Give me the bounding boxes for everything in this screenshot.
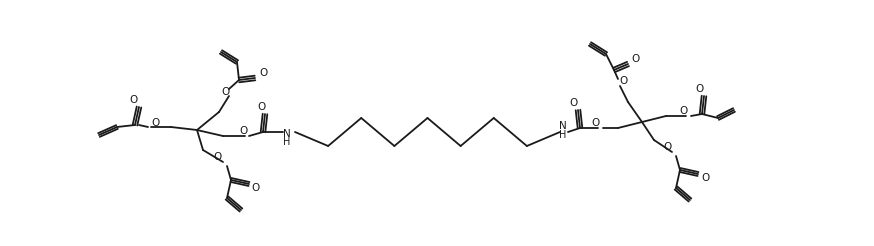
Text: H: H — [559, 130, 566, 140]
Text: O: O — [695, 84, 703, 94]
Text: O: O — [130, 95, 138, 105]
Text: O: O — [679, 106, 687, 116]
Text: O: O — [632, 54, 640, 64]
Text: O: O — [252, 183, 260, 193]
Text: O: O — [569, 98, 577, 108]
Text: O: O — [619, 76, 628, 86]
Text: N: N — [559, 121, 567, 131]
Text: O: O — [259, 68, 267, 78]
Text: O: O — [239, 126, 247, 136]
Text: O: O — [592, 118, 600, 128]
Text: O: O — [662, 142, 671, 152]
Text: H: H — [283, 137, 291, 147]
Text: O: O — [257, 102, 265, 112]
Text: N: N — [283, 129, 291, 139]
Text: O: O — [701, 173, 709, 183]
Text: O: O — [152, 118, 160, 128]
Text: O: O — [222, 87, 230, 97]
Text: O: O — [214, 152, 222, 162]
